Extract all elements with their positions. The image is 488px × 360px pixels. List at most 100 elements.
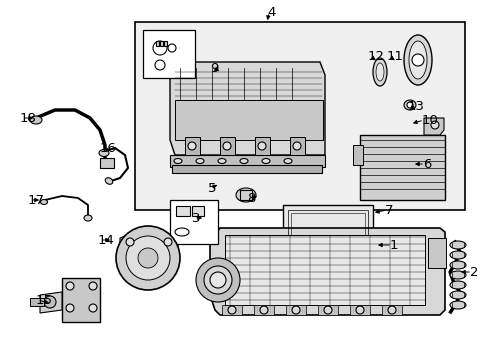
Circle shape: [89, 304, 97, 312]
Ellipse shape: [408, 41, 426, 79]
Circle shape: [66, 304, 74, 312]
Text: 11: 11: [386, 50, 403, 63]
Circle shape: [223, 142, 230, 150]
Bar: [349, 305, 369, 315]
Circle shape: [324, 306, 331, 314]
Circle shape: [126, 238, 134, 246]
Circle shape: [155, 60, 164, 70]
Bar: [192, 206, 203, 216]
Ellipse shape: [84, 215, 92, 221]
Ellipse shape: [99, 149, 109, 157]
Polygon shape: [40, 292, 62, 313]
Bar: [184, 137, 200, 155]
Text: 10: 10: [421, 113, 438, 126]
Ellipse shape: [449, 251, 465, 259]
Bar: [283, 205, 372, 263]
Circle shape: [209, 272, 225, 288]
Polygon shape: [120, 232, 178, 250]
Text: 8: 8: [246, 192, 255, 204]
Text: 13: 13: [407, 99, 424, 113]
Circle shape: [126, 236, 170, 280]
Bar: [289, 137, 305, 155]
Text: 15: 15: [36, 293, 53, 306]
Circle shape: [66, 282, 74, 290]
Ellipse shape: [175, 228, 189, 236]
Polygon shape: [423, 118, 443, 135]
Bar: [317, 305, 337, 315]
Text: 17: 17: [28, 194, 45, 207]
Bar: [172, 165, 321, 173]
Ellipse shape: [449, 301, 465, 309]
Circle shape: [44, 296, 56, 308]
Circle shape: [89, 282, 97, 290]
Circle shape: [163, 238, 172, 246]
Circle shape: [227, 306, 236, 314]
Bar: [176, 206, 190, 216]
Bar: [222, 305, 242, 315]
Ellipse shape: [262, 158, 269, 163]
Ellipse shape: [105, 178, 113, 184]
Ellipse shape: [449, 241, 465, 249]
Ellipse shape: [196, 158, 203, 163]
Circle shape: [387, 306, 395, 314]
Bar: [170, 155, 325, 167]
Bar: [290, 213, 364, 255]
Text: 3: 3: [192, 212, 200, 225]
Text: 12: 12: [367, 50, 384, 63]
Ellipse shape: [449, 291, 465, 299]
Circle shape: [138, 248, 158, 268]
Polygon shape: [209, 228, 444, 315]
Circle shape: [203, 266, 231, 294]
Bar: [287, 210, 367, 258]
Bar: [253, 305, 273, 315]
Text: 4: 4: [266, 5, 275, 18]
Ellipse shape: [41, 199, 47, 204]
Ellipse shape: [236, 188, 256, 202]
Ellipse shape: [449, 281, 465, 289]
Bar: [156, 41, 159, 46]
Bar: [142, 30, 195, 78]
Ellipse shape: [30, 116, 42, 124]
Circle shape: [187, 142, 196, 150]
Circle shape: [411, 54, 423, 66]
Bar: [224, 235, 424, 305]
Bar: [285, 305, 305, 315]
Circle shape: [153, 41, 167, 55]
Ellipse shape: [449, 271, 465, 279]
Ellipse shape: [403, 100, 415, 110]
Ellipse shape: [372, 58, 386, 86]
Ellipse shape: [240, 158, 247, 163]
Text: 2: 2: [469, 266, 478, 279]
Circle shape: [292, 142, 301, 150]
Text: 7: 7: [384, 203, 393, 216]
Text: 5: 5: [207, 181, 216, 194]
Ellipse shape: [284, 158, 291, 163]
Circle shape: [260, 306, 267, 314]
Text: 6: 6: [422, 158, 430, 171]
Circle shape: [168, 44, 176, 52]
Circle shape: [406, 102, 412, 108]
Bar: [62, 278, 100, 322]
Ellipse shape: [449, 261, 465, 269]
Bar: [352, 145, 362, 165]
Text: 18: 18: [20, 112, 37, 125]
Bar: [220, 137, 235, 155]
Circle shape: [258, 142, 265, 150]
Text: 16: 16: [100, 141, 117, 154]
Bar: [254, 137, 269, 155]
Circle shape: [291, 306, 299, 314]
Bar: [175, 100, 323, 140]
Ellipse shape: [174, 158, 182, 163]
Bar: [170, 200, 218, 244]
Polygon shape: [170, 62, 325, 155]
Circle shape: [116, 226, 180, 290]
Text: 14: 14: [98, 234, 115, 247]
Bar: [240, 190, 251, 200]
Bar: [100, 158, 114, 168]
Bar: [30, 298, 44, 306]
Text: 9: 9: [209, 62, 218, 75]
Bar: [381, 305, 401, 315]
Circle shape: [355, 306, 363, 314]
Bar: [427, 238, 445, 268]
Bar: [163, 41, 167, 46]
